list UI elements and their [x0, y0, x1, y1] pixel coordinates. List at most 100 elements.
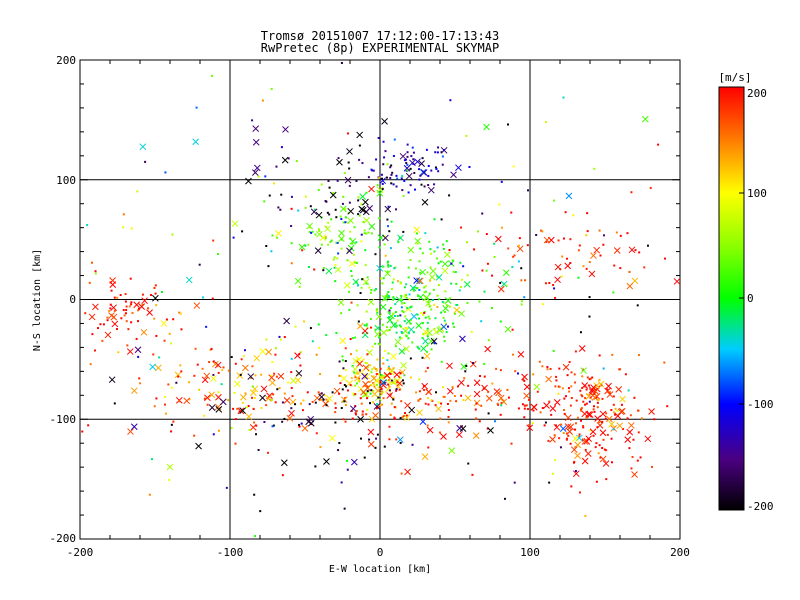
data-point-dot	[493, 255, 496, 258]
data-point-dot	[418, 260, 421, 263]
data-point-dot	[415, 232, 418, 235]
data-point-dot	[307, 243, 310, 246]
data-point-dot	[443, 319, 446, 322]
data-point-dot	[409, 357, 412, 360]
data-point-dot	[337, 157, 340, 160]
data-point-dot	[172, 420, 175, 423]
data-point-dot	[165, 318, 168, 321]
data-point-dot	[290, 262, 293, 265]
data-point-cross	[599, 455, 607, 463]
data-point-dot	[491, 382, 494, 385]
data-point-cross	[446, 387, 454, 395]
data-point-dot	[520, 267, 523, 270]
data-point-dot	[506, 388, 509, 391]
data-point-dot	[555, 379, 558, 382]
data-point-dot	[193, 374, 196, 377]
data-point-cross	[386, 392, 394, 399]
data-point-dot	[574, 470, 577, 473]
data-point-dot	[210, 347, 213, 350]
data-point-dot	[247, 405, 250, 408]
data-point-dot	[554, 424, 557, 427]
data-point-dot	[555, 375, 558, 378]
data-point-dot	[370, 371, 373, 374]
data-point-dot	[377, 136, 380, 139]
data-point-dot	[528, 398, 531, 401]
data-point-dot	[402, 230, 405, 233]
data-point-dot	[196, 363, 199, 366]
data-point-dot	[433, 342, 436, 345]
data-point-dot	[251, 396, 254, 399]
data-point-dot	[242, 355, 245, 358]
data-point-cross	[564, 414, 572, 422]
data-point-dot	[541, 407, 544, 410]
data-point-dot	[423, 389, 426, 392]
data-point-cross	[305, 418, 312, 426]
data-point-dot	[363, 324, 366, 327]
data-point-dot	[401, 175, 404, 178]
data-point-dot	[253, 421, 256, 424]
data-point-dot	[379, 343, 382, 346]
data-point-cross	[236, 372, 244, 379]
data-point-dot	[310, 231, 313, 234]
data-point-dot	[552, 284, 555, 287]
data-point-dot	[353, 226, 356, 229]
data-point-dot	[424, 316, 427, 319]
data-point-dot	[399, 314, 402, 317]
data-point-dot	[604, 417, 607, 420]
data-point-dot	[346, 389, 349, 392]
data-point-dot	[304, 244, 307, 247]
data-point-dot	[407, 191, 410, 194]
data-point-dot	[553, 287, 556, 290]
data-point-dot	[381, 381, 384, 384]
data-point-cross	[626, 428, 634, 436]
data-point-cross	[351, 365, 359, 373]
data-point-dot	[375, 308, 378, 311]
data-point-cross	[130, 387, 138, 395]
data-point-dot	[628, 270, 631, 273]
data-point-dot	[520, 279, 523, 282]
data-point-dot	[334, 280, 337, 283]
data-point-dot	[298, 425, 301, 428]
data-point-dot	[386, 359, 389, 362]
data-point-dot	[367, 231, 370, 234]
data-point-dot	[332, 191, 335, 194]
data-point-cross	[126, 348, 134, 355]
data-point-dot	[329, 241, 332, 244]
data-point-dot	[444, 322, 447, 325]
data-point-dot	[422, 313, 425, 316]
data-point-dot	[387, 383, 390, 386]
data-point-cross	[362, 278, 370, 286]
data-point-dot	[387, 294, 390, 297]
data-point-dot	[448, 305, 451, 308]
data-point-dot	[424, 285, 427, 288]
data-point-cross	[201, 376, 209, 384]
data-point-dot	[628, 447, 631, 450]
data-point-cross	[487, 426, 494, 434]
data-point-dot	[467, 462, 470, 465]
data-point-cross	[574, 441, 582, 449]
data-point-cross	[192, 138, 200, 146]
data-point-dot	[359, 397, 362, 400]
data-point-dot	[633, 396, 636, 399]
data-point-dot	[275, 236, 278, 239]
data-point-dot	[317, 391, 320, 394]
data-point-dot	[401, 416, 404, 419]
data-point-dot	[127, 328, 130, 331]
data-point-dot	[499, 369, 502, 372]
data-point-dot	[446, 402, 449, 405]
data-point-dot	[324, 237, 327, 240]
data-point-dot	[564, 395, 567, 398]
data-point-dot	[167, 383, 170, 386]
data-point-dot	[429, 252, 432, 255]
data-point-dot	[479, 375, 482, 378]
data-point-dot	[470, 330, 473, 333]
tick-marks	[79, 59, 681, 540]
data-point-dot	[126, 344, 129, 347]
data-point-dot	[290, 195, 293, 198]
data-point-dot	[639, 456, 642, 459]
data-point-dot	[558, 367, 561, 370]
data-point-dot	[392, 278, 395, 281]
data-point-dot	[309, 205, 312, 208]
data-point-dot	[612, 403, 615, 406]
data-point-dot	[584, 403, 587, 406]
